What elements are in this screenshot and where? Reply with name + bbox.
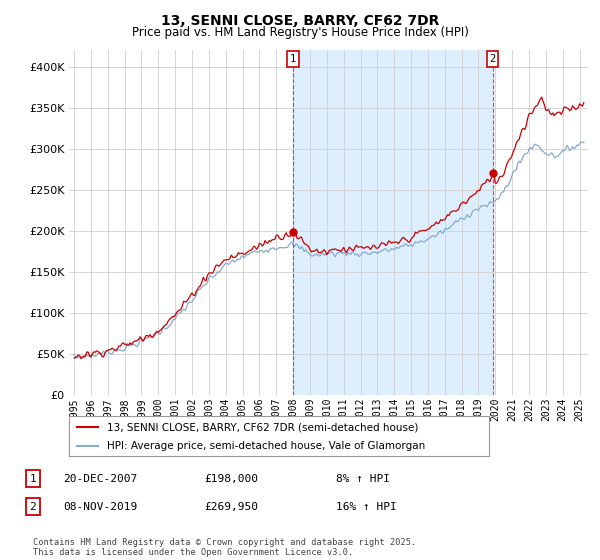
Text: 1: 1 [29,474,37,484]
Text: 13, SENNI CLOSE, BARRY, CF62 7DR: 13, SENNI CLOSE, BARRY, CF62 7DR [161,14,439,28]
Text: 08-NOV-2019: 08-NOV-2019 [63,502,137,512]
Text: 2: 2 [490,54,496,64]
Text: 16% ↑ HPI: 16% ↑ HPI [336,502,397,512]
Text: £198,000: £198,000 [204,474,258,484]
Text: 8% ↑ HPI: 8% ↑ HPI [336,474,390,484]
Text: 1: 1 [290,54,296,64]
Text: £269,950: £269,950 [204,502,258,512]
Text: Price paid vs. HM Land Registry's House Price Index (HPI): Price paid vs. HM Land Registry's House … [131,26,469,39]
Text: 2: 2 [29,502,37,512]
Text: 13, SENNI CLOSE, BARRY, CF62 7DR (semi-detached house): 13, SENNI CLOSE, BARRY, CF62 7DR (semi-d… [107,422,418,432]
Text: HPI: Average price, semi-detached house, Vale of Glamorgan: HPI: Average price, semi-detached house,… [107,441,425,451]
Text: 20-DEC-2007: 20-DEC-2007 [63,474,137,484]
Bar [293,50,493,395]
Text: Contains HM Land Registry data © Crown copyright and database right 2025.
This d: Contains HM Land Registry data © Crown c… [33,538,416,557]
